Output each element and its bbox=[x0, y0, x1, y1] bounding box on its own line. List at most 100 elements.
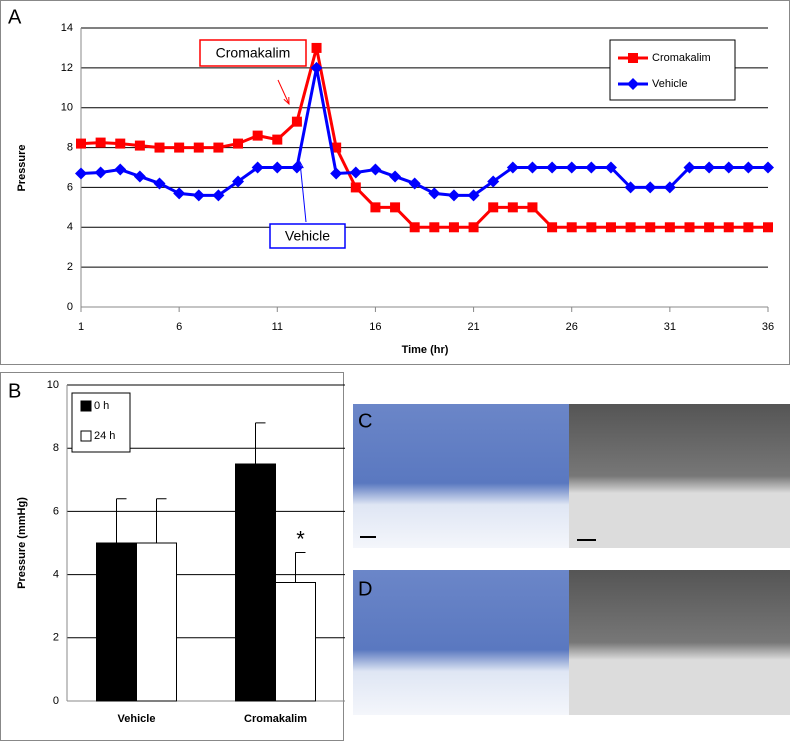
data-point bbox=[95, 137, 106, 148]
legend-label: Vehicle bbox=[652, 78, 687, 90]
y-tick-label: 6 bbox=[67, 181, 73, 193]
data-point bbox=[644, 181, 657, 194]
data-point bbox=[742, 161, 755, 174]
data-point bbox=[585, 161, 598, 174]
error-bar bbox=[156, 498, 167, 543]
error-bar bbox=[116, 498, 127, 543]
electron-micrograph bbox=[569, 404, 790, 548]
y-tick-label: 2 bbox=[53, 632, 59, 644]
data-point bbox=[94, 166, 107, 179]
data-point bbox=[409, 222, 420, 233]
error-bar bbox=[295, 551, 306, 583]
y-tick-label: 10 bbox=[61, 102, 73, 114]
y-tick-label: 0 bbox=[53, 695, 59, 707]
electron-micrograph bbox=[569, 570, 790, 715]
data-point bbox=[645, 222, 656, 233]
data-point bbox=[763, 222, 773, 233]
panel-label: D bbox=[358, 578, 372, 600]
x-tick-label: Vehicle bbox=[118, 713, 156, 725]
data-point bbox=[75, 167, 87, 180]
y-axis-title: Pressure (mmHg) bbox=[16, 497, 28, 589]
data-point bbox=[487, 175, 500, 188]
data-point bbox=[115, 138, 126, 149]
data-point bbox=[192, 189, 205, 202]
bar bbox=[136, 542, 177, 702]
x-tick-label: 26 bbox=[566, 321, 578, 333]
data-point bbox=[683, 161, 696, 174]
legend-label: 0 h bbox=[94, 400, 109, 412]
data-point bbox=[134, 140, 145, 151]
data-point bbox=[467, 189, 480, 202]
data-point bbox=[507, 202, 518, 213]
data-point bbox=[251, 161, 264, 174]
data-point bbox=[76, 138, 86, 149]
data-point bbox=[310, 61, 323, 74]
y-tick-label: 4 bbox=[53, 569, 59, 581]
x-tick-label: 11 bbox=[272, 321, 283, 333]
data-point bbox=[704, 222, 715, 233]
x-tick-label: 1 bbox=[78, 321, 84, 333]
data-point bbox=[527, 202, 538, 213]
data-point bbox=[723, 222, 734, 233]
x-tick-label: 16 bbox=[369, 321, 381, 333]
light-micrograph bbox=[353, 570, 569, 715]
annotation-arrowhead bbox=[297, 160, 304, 169]
annotation: Vehicle bbox=[285, 228, 330, 244]
data-point bbox=[468, 222, 479, 233]
x-tick-label: Cromakalim bbox=[244, 713, 307, 725]
annotation-box bbox=[199, 39, 307, 67]
data-point bbox=[213, 142, 224, 153]
data-point bbox=[271, 161, 284, 174]
data-point bbox=[722, 161, 735, 174]
x-axis-title: Time (hr) bbox=[402, 344, 449, 356]
y-tick-label: 4 bbox=[67, 221, 73, 233]
data-point bbox=[429, 222, 440, 233]
data-point bbox=[566, 222, 577, 233]
data-point bbox=[311, 42, 322, 53]
y-tick-label: 12 bbox=[61, 62, 73, 74]
bar bbox=[96, 542, 137, 702]
annotation: Cromakalim bbox=[216, 45, 291, 61]
legend-marker bbox=[628, 53, 638, 63]
x-tick-label: 36 bbox=[762, 321, 774, 333]
data-point bbox=[605, 222, 616, 233]
data-point bbox=[586, 222, 597, 233]
annotation-arrow bbox=[277, 79, 290, 105]
data-point bbox=[506, 161, 519, 174]
data-point bbox=[370, 202, 381, 213]
data-point bbox=[546, 161, 559, 174]
data-point bbox=[350, 182, 361, 193]
data-point bbox=[447, 189, 460, 202]
data-point bbox=[762, 161, 774, 174]
data-point bbox=[565, 161, 578, 174]
annotation-arrowhead bbox=[283, 96, 290, 106]
light-micrograph bbox=[353, 404, 569, 548]
data-point bbox=[625, 222, 636, 233]
data-point bbox=[604, 161, 617, 174]
y-tick-label: 10 bbox=[47, 379, 59, 391]
data-point bbox=[114, 163, 127, 176]
micrograph-d bbox=[353, 570, 790, 715]
data-point bbox=[664, 222, 675, 233]
data-point bbox=[272, 134, 283, 145]
legend-marker bbox=[627, 78, 639, 90]
data-point bbox=[331, 142, 342, 153]
y-axis-title: Pressure bbox=[16, 144, 28, 191]
data-point bbox=[390, 202, 401, 213]
bar bbox=[275, 582, 316, 702]
data-point bbox=[448, 222, 459, 233]
data-point bbox=[173, 187, 186, 200]
legend-swatch bbox=[80, 400, 92, 412]
y-tick-label: 8 bbox=[53, 442, 59, 454]
y-tick-label: 8 bbox=[67, 141, 73, 153]
data-point bbox=[369, 163, 382, 176]
data-point bbox=[153, 177, 166, 190]
micrograph-c bbox=[353, 404, 790, 548]
data-point bbox=[389, 170, 402, 183]
y-tick-label: 14 bbox=[61, 22, 73, 34]
x-tick-label: 31 bbox=[664, 321, 676, 333]
significance-mark: * bbox=[296, 526, 305, 551]
data-point bbox=[408, 177, 421, 190]
data-point bbox=[232, 175, 245, 188]
data-point bbox=[154, 142, 165, 153]
